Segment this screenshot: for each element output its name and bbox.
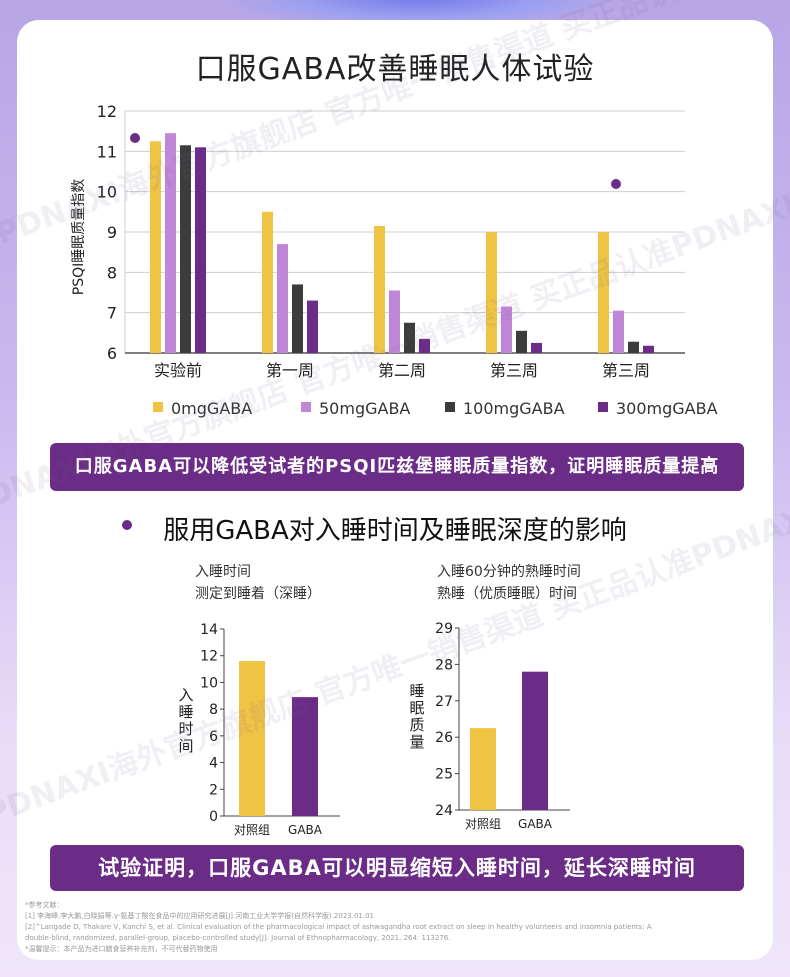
reference-note: *温馨提示：本产品为进口膳食营养补充剂，不可代替药物使用 xyxy=(25,945,218,953)
bar xyxy=(239,661,265,816)
bar xyxy=(180,145,191,353)
category-label: GABA xyxy=(288,823,323,837)
bar xyxy=(389,290,400,353)
y-tick-label: 8 xyxy=(107,263,117,282)
title-dot xyxy=(122,520,132,530)
y-tick-label: 11 xyxy=(97,142,117,161)
bar xyxy=(486,232,497,353)
category-label: 第二周 xyxy=(378,361,426,380)
bar xyxy=(262,211,273,353)
bar xyxy=(404,322,415,353)
y-tick-label: 10 xyxy=(200,675,218,691)
y-tick-label: 12 xyxy=(97,102,117,121)
bar xyxy=(195,147,206,353)
legend-swatch xyxy=(445,402,455,412)
y-tick-label: 28 xyxy=(435,657,453,673)
y-tick-label: 14 xyxy=(200,622,218,638)
y-ticks: 6 7 8 9 10 11 12 xyxy=(97,102,117,363)
category-label: 对照组 xyxy=(234,823,270,837)
bar xyxy=(516,330,527,353)
deep-sleep-chart: 24 25 26 27 28 29 对照组 GABA 睡眠质量 xyxy=(409,621,570,831)
left-chart-caption-1: 入睡时间 xyxy=(195,564,251,580)
section-title: 服用GABA对入睡时间及睡眠深度的影响 xyxy=(163,516,627,546)
y-tick-label: 24 xyxy=(435,803,453,819)
y-tick-label: 6 xyxy=(107,344,117,363)
bar xyxy=(150,141,161,353)
legend-label: 0mgGABA xyxy=(171,399,252,418)
legend-swatch xyxy=(301,402,311,412)
y-axis-label-char: 睡 xyxy=(409,682,424,700)
x-categories: 实验前 第一周 第二周 第三周 第三周 xyxy=(154,361,650,380)
legend-swatch xyxy=(153,402,163,412)
y-axis-label-char: 间 xyxy=(178,737,193,755)
y-tick-label: 8 xyxy=(209,702,218,718)
bar xyxy=(643,345,654,353)
bar xyxy=(598,232,609,353)
y-tick-label: 12 xyxy=(200,649,218,665)
y-tick-label: 9 xyxy=(107,223,117,242)
bar xyxy=(292,284,303,353)
right-chart-caption-2: 熟睡（优质睡眠）时间 xyxy=(437,586,577,602)
y-tick-label: 0 xyxy=(209,809,218,825)
references: *参考文献： [1] 李海峰,李大鹏,白晓娟等.γ-氨基丁酸在食品中的应用研究进… xyxy=(25,900,755,955)
bar xyxy=(470,728,496,810)
reference-2: [2]^Langade D, Thakare V, Kanchi S, et a… xyxy=(25,923,652,931)
bar xyxy=(419,338,430,353)
y-axis-label-char: 睡 xyxy=(178,703,193,721)
conclusion-banner: 口服GABA可以降低受试者的PSQI匹兹堡睡眠质量指数，证明睡眠质量提高 xyxy=(50,443,744,491)
category-label: GABA xyxy=(518,817,553,831)
legend-swatch xyxy=(598,402,608,412)
category-label: 第三周 xyxy=(602,361,650,380)
legend-label: 100mgGABA xyxy=(463,399,565,418)
bar xyxy=(307,300,318,353)
reference-3: double-blind, randomized, parallel-group… xyxy=(25,934,451,942)
y-tick-label: 4 xyxy=(209,756,218,772)
references-header: *参考文献： xyxy=(25,901,64,909)
legend-label: 300mgGABA xyxy=(616,399,718,418)
y-tick-label: 2 xyxy=(209,782,218,798)
category-label: 第三周 xyxy=(490,361,538,380)
y-tick-label: 27 xyxy=(435,694,453,710)
y-tick-label: 25 xyxy=(435,767,453,783)
bar xyxy=(628,341,639,353)
legend: 0mgGABA 50mgGABA 100mgGABA 300mgGABA xyxy=(153,399,718,418)
left-chart-caption-2: 测定到睡着（深睡） xyxy=(195,586,321,602)
category-label: 对照组 xyxy=(465,817,501,831)
bar xyxy=(613,310,624,353)
bar xyxy=(522,671,548,810)
y-tick-label: 26 xyxy=(435,730,453,746)
bar xyxy=(292,697,318,816)
y-axis-label-char: 眠 xyxy=(409,699,424,717)
y-axis-label-char: 量 xyxy=(409,733,424,751)
y-tick-label: 6 xyxy=(209,729,218,745)
decor-dot xyxy=(611,179,621,189)
y-tick-label: 7 xyxy=(107,304,117,323)
y-axis-label-char: 入 xyxy=(178,686,193,704)
bar xyxy=(165,133,176,353)
decor-dot xyxy=(130,133,140,143)
bar-group xyxy=(150,133,654,353)
reference-1: [1] 李海峰,李大鹏,白晓娟等.γ-氨基丁酸在食品中的应用研究进展[J].河南… xyxy=(25,912,375,920)
conclusion-banner-2: 试验证明，口服GABA可以明显缩短入睡时间，延长深睡时间 xyxy=(50,845,744,891)
category-label: 实验前 xyxy=(154,361,202,380)
right-chart-caption-1: 入睡60分钟的熟睡时间 xyxy=(437,564,581,580)
y-axis-label-char: 时 xyxy=(178,720,193,738)
y-tick-label: 29 xyxy=(435,621,453,637)
y-axis-label: PSQI睡眠质量指数 xyxy=(71,179,87,295)
y-tick-label: 10 xyxy=(97,183,117,202)
bar xyxy=(374,225,385,353)
sleep-onset-chart: 0 2 4 6 8 10 12 14 对照组 GABA 入睡时间 xyxy=(178,622,340,837)
bar xyxy=(531,342,542,353)
y-axis-label-char: 质 xyxy=(409,716,424,734)
legend-label: 50mgGABA xyxy=(319,399,410,418)
bar xyxy=(501,306,512,353)
category-label: 第一周 xyxy=(266,361,314,380)
bar xyxy=(277,244,288,353)
chart-title: 口服GABA改善睡眠人体试验 xyxy=(195,52,595,87)
